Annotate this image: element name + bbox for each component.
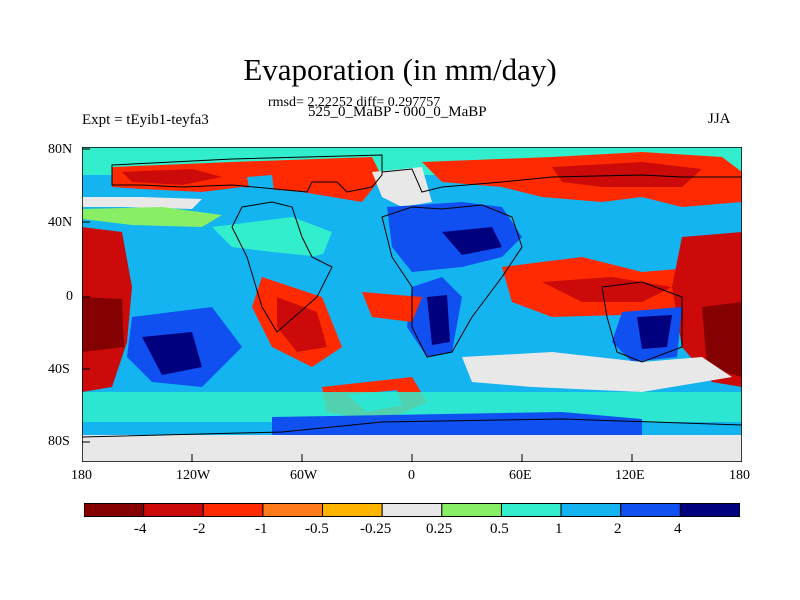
x-tick-label: 60E (509, 468, 532, 483)
region-gray-west (82, 197, 202, 209)
colorbar-box (202, 503, 264, 517)
x-tick-label: 120W (176, 468, 211, 483)
colorbar-label: 2 (614, 521, 622, 537)
y-tick-label: 40S (48, 362, 70, 377)
colorbar-label: 0.5 (490, 521, 509, 537)
region-east-darkred (702, 302, 742, 377)
coastline-east-continent (601, 281, 683, 363)
colorbar-box (322, 503, 383, 517)
region-north-east-core (552, 162, 702, 187)
y-tick-label: 0 (66, 289, 73, 304)
region-sky-mid (312, 237, 422, 297)
x-tick-label: 60W (290, 468, 318, 483)
colorbar-label: -1 (255, 521, 268, 537)
y-tick-label: 40N (48, 215, 73, 230)
season-label: JJA (708, 111, 731, 127)
experiment-label: Expt = tEyib1-teyfa3 (82, 112, 209, 128)
colorbar-box (620, 503, 681, 517)
coastline-north-west (111, 154, 383, 193)
colorbar-label: -0.25 (360, 521, 392, 537)
y-tick-label: 80S (48, 434, 70, 449)
coastline-antarctica (82, 418, 742, 438)
colorbar-box (560, 503, 622, 517)
region-navy-south (427, 295, 450, 345)
colorbar-label: 1 (555, 521, 563, 537)
colorbar-label: -2 (193, 521, 206, 537)
colorbar-box (262, 503, 324, 517)
coastline-west-continent (231, 201, 333, 333)
period-label: 525_0_MaBP - 000_0_MaBP (308, 104, 487, 120)
colorbar-label: -4 (134, 521, 147, 537)
x-tick-label: 180 (729, 468, 750, 483)
region-antarctic-blue (272, 412, 642, 439)
map-ticks (82, 148, 633, 462)
region-north-west (112, 157, 382, 202)
colorbar-label: -0.5 (305, 521, 329, 537)
region-green (82, 207, 222, 227)
coastline-north (381, 168, 742, 193)
x-tick-label: 120E (615, 468, 645, 483)
colorbar-box (441, 503, 502, 517)
stats-label: rmsd= 2.22252 diff= 0.297757 (268, 95, 441, 110)
colorbar (84, 503, 740, 517)
region-navy-southwest (142, 332, 202, 375)
colorbar-box (84, 503, 145, 517)
region-gray-south (462, 352, 732, 392)
coastlines (82, 154, 742, 438)
region-north-west-core (122, 169, 222, 185)
region-north-patch (247, 175, 274, 193)
evaporation-map (82, 147, 742, 462)
region-navy-center (442, 227, 502, 255)
y-tick-label: 80N (48, 142, 73, 157)
region-west-darkred (82, 297, 124, 352)
colorbar-box (381, 503, 443, 517)
region-darkred-east-belt (542, 277, 672, 302)
coastline-central-continent (381, 204, 523, 358)
chart-title: Evaporation (in mm/day) (243, 52, 557, 87)
colorbar-box (143, 503, 204, 517)
colorbar-label: 0.25 (426, 521, 453, 537)
x-tick-label: 0 (408, 468, 415, 483)
region-navy-east (637, 315, 672, 349)
region-gray-north (372, 167, 432, 207)
colorbar-box (500, 503, 562, 517)
colorbar-label: 4 (674, 521, 682, 537)
x-tick-label: 180 (71, 468, 92, 483)
region-darkred-central (277, 297, 327, 352)
region-red-mid (362, 292, 422, 322)
colorbar-box (679, 503, 740, 517)
